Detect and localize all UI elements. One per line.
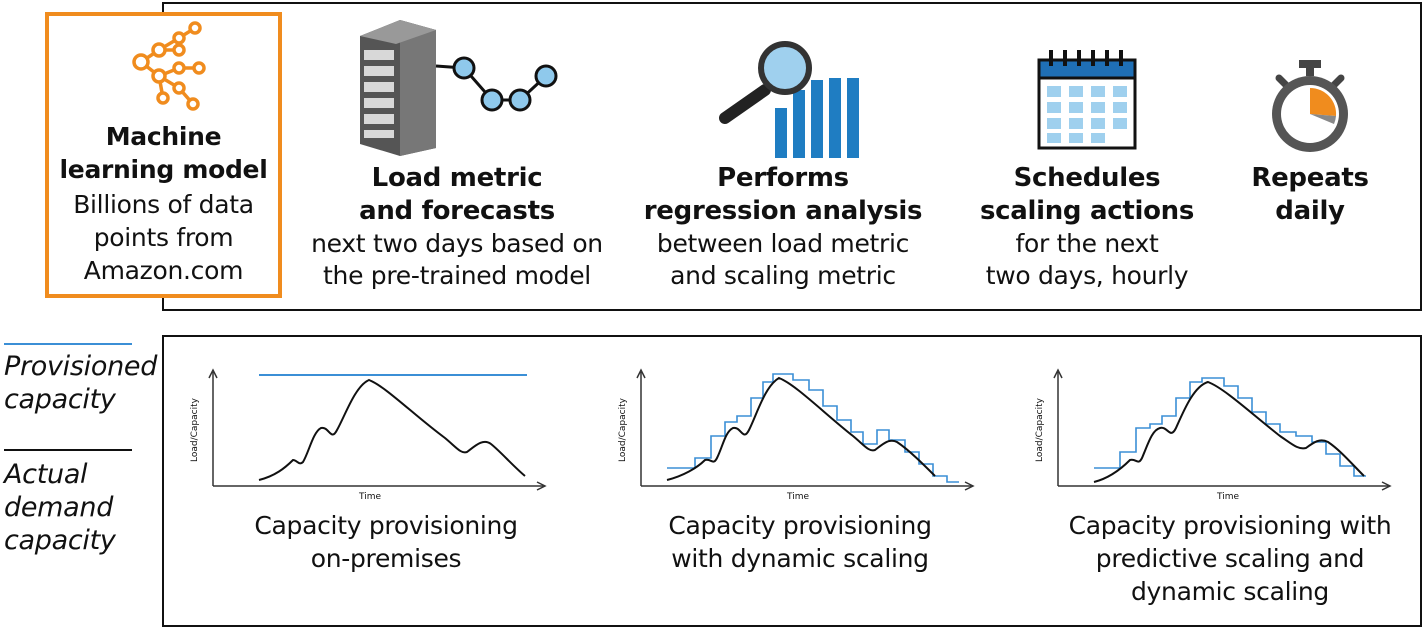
chart-3-xlabel: Time xyxy=(1216,492,1239,502)
chart-3-caption: Capacity provisioning with predictive sc… xyxy=(1068,511,1392,606)
step-schedules-description: for the next two days, hourly xyxy=(985,229,1189,290)
actual-demand-curve xyxy=(258,378,526,481)
ml-model-description: Billions of data points from Amazon.com xyxy=(73,190,254,285)
y-axis-arrow xyxy=(208,368,218,379)
chart-2-caption: Capacity provisioning with dynamic scali… xyxy=(668,511,932,573)
step-load-metric: Load metric and forecasts next two days … xyxy=(300,162,614,292)
step-regression-title: Performs regression analysis xyxy=(643,163,923,226)
provisioned-legend-label: Provisioned capacity xyxy=(4,351,158,415)
calendar-icon xyxy=(1037,50,1137,150)
step-load-metric-description: next two days based on the pre-trained m… xyxy=(311,229,603,290)
chart-predictive-dynamic: Time Load/Capacity xyxy=(1035,368,1392,502)
actual-legend-label: Actual demand capacity xyxy=(4,459,116,556)
magnifier-bar-chart-icon xyxy=(719,41,859,158)
ml-model-title: Machine learning model xyxy=(59,122,268,184)
chart-1-caption: Capacity provisioning on-premises xyxy=(254,511,518,573)
chart-2-ylabel: Load/Capacity xyxy=(618,397,628,462)
provisioned-capacity-line xyxy=(667,373,959,483)
x-axis-arrow xyxy=(1381,481,1392,491)
y-axis-arrow xyxy=(636,368,646,379)
neural-network-icon xyxy=(132,21,206,111)
server-icon xyxy=(360,20,558,156)
step-schedules-title: Schedules scaling actions xyxy=(979,163,1195,226)
chart-dynamic-scaling: Time Load/Capacity xyxy=(618,368,975,502)
provisioned-legend-line xyxy=(4,343,132,345)
x-axis-arrow xyxy=(536,481,547,491)
step-schedules: Schedules scaling actions for the next t… xyxy=(956,162,1218,292)
chart-2-xlabel: Time xyxy=(786,492,809,502)
step-load-metric-title: Load metric and forecasts xyxy=(359,163,555,226)
actual-demand-curve xyxy=(666,376,936,481)
chart-1-ylabel: Load/Capacity xyxy=(190,397,200,462)
y-axis-arrow xyxy=(1053,368,1063,379)
stopwatch-icon xyxy=(1272,60,1348,152)
step-regression: Performs regression analysis between loa… xyxy=(633,162,933,292)
x-axis-arrow xyxy=(964,481,975,491)
chart-1-xlabel: Time xyxy=(358,492,381,502)
step-repeats-title: Repeats daily xyxy=(1251,163,1369,226)
chart-3-ylabel: Load/Capacity xyxy=(1035,397,1045,462)
actual-legend-line xyxy=(4,449,132,451)
actual-demand-curve xyxy=(1093,380,1365,483)
chart-on-premises: Time Load/Capacity xyxy=(190,368,547,502)
ml-model-box: Machine learning model Billions of data … xyxy=(45,12,282,298)
step-regression-description: between load metric and scaling metric xyxy=(656,229,910,290)
step-repeats: Repeats daily xyxy=(1230,162,1390,228)
provisioned-capacity-line xyxy=(1094,377,1366,477)
